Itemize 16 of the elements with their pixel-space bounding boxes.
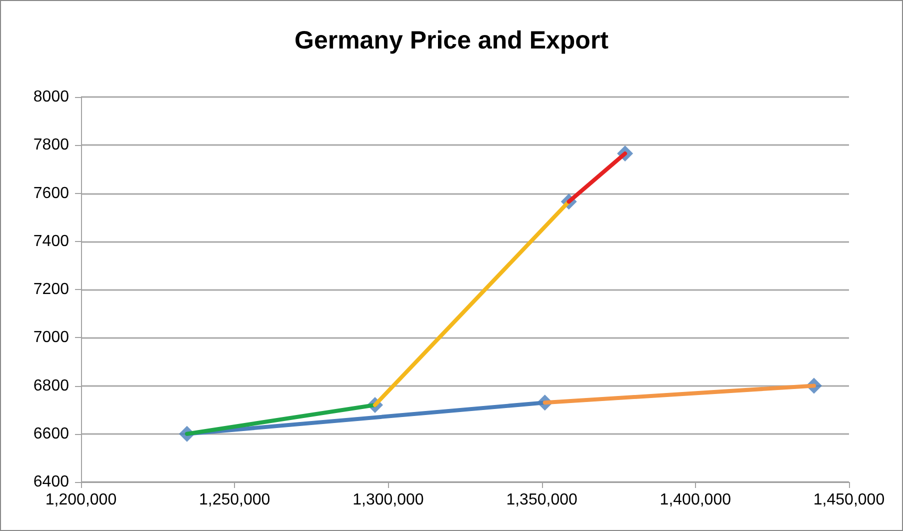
y-tick-label: 7400: [33, 232, 70, 250]
y-tick-label: 7000: [33, 329, 70, 346]
x-tick-label: 1,450,000: [813, 492, 885, 508]
y-tick-label: 6800: [33, 377, 70, 394]
chart-title: Germany Price and Export: [294, 26, 610, 54]
y-tick-label: 7800: [33, 136, 70, 154]
y-tick-label: 7200: [33, 281, 70, 298]
x-tick-label: 1,400,000: [660, 492, 732, 508]
x-tick-label: 1,300,000: [352, 492, 424, 508]
y-tick-label: 6600: [33, 425, 70, 442]
x-tick-label: 1,350,000: [506, 492, 578, 508]
y-tick-label: 7600: [33, 184, 70, 202]
x-tick-label: 1,250,000: [199, 492, 270, 508]
y-tick-label: 8000: [33, 88, 70, 106]
x-tick-label: 1,200,000: [45, 492, 117, 508]
y-tick-label: 6400: [33, 474, 70, 490]
